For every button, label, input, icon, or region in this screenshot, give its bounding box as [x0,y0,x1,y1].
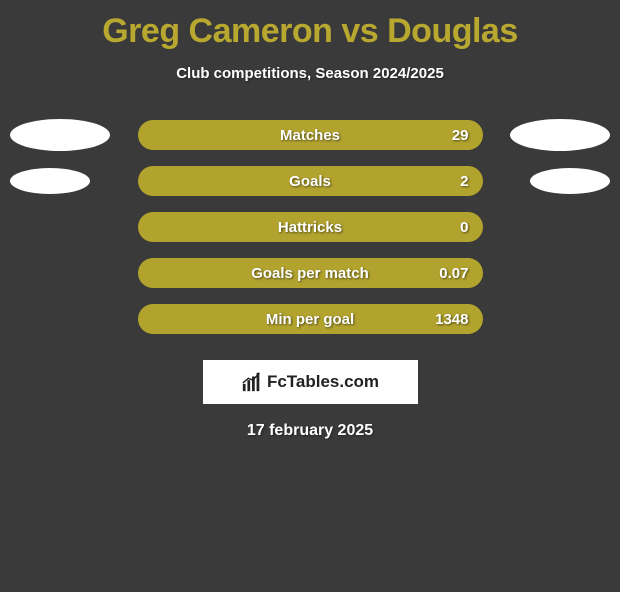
brand-text: FcTables.com [267,372,379,392]
brand-badge: FcTables.com [203,360,418,404]
stat-row: Goals per match0.07 [0,250,620,296]
stat-bar: Min per goal1348 [138,304,483,334]
stat-row: Goals2 [0,158,620,204]
stat-bar-fill [138,212,483,242]
left-pill [10,168,90,194]
stat-row: Min per goal1348 [0,296,620,342]
stat-bar: Matches29 [138,120,483,150]
subtitle: Club competitions, Season 2024/2025 [0,65,620,82]
stat-bar-fill [138,166,483,196]
stat-bar-fill [138,304,483,334]
stat-bar-fill [138,258,483,288]
right-pill [510,119,610,151]
right-pill [530,168,610,194]
left-pill [10,119,110,151]
stat-bar: Goals2 [138,166,483,196]
stat-bar-fill [138,120,483,150]
stat-bar: Hattricks0 [138,212,483,242]
stat-bar: Goals per match0.07 [138,258,483,288]
stat-row: Matches29 [0,112,620,158]
date-line: 17 february 2025 [0,422,620,440]
chart-icon [241,371,263,393]
stats-rows: Matches29 Goals2 Hattricks0 Goals per match… [0,112,620,342]
page-title: Greg Cameron vs Douglas [0,12,620,51]
stat-row: Hattricks0 [0,204,620,250]
